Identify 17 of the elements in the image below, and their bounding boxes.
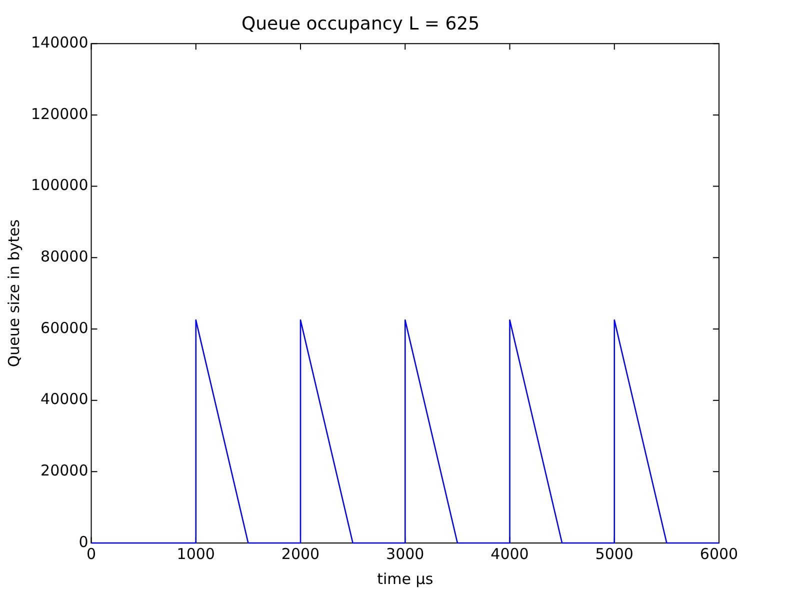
y-tick-label: 120000 [30,104,88,123]
x-tick-label: 1000 [176,544,215,563]
x-tick-label: 4000 [490,544,529,563]
x-tick-label: 6000 [700,544,738,563]
y-tick-label: 80000 [40,248,88,266]
x-tick-label: 3000 [386,544,424,563]
x-tick-label: 2000 [281,544,320,563]
x-axis-title: time μs [377,570,434,588]
y-tick-label: 40000 [40,390,88,408]
y-tick-label: 20000 [40,462,88,480]
y-tick-label: 60000 [40,318,88,337]
y-axis-title: Queue size in bytes [4,219,23,368]
y-tick-label: 100000 [30,176,88,194]
chart-title: Queue occupancy L = 625 [241,13,480,34]
x-tick-label: 5000 [595,544,634,563]
y-tick-label: 0 [78,532,88,551]
y-tick-label: 140000 [30,33,88,52]
